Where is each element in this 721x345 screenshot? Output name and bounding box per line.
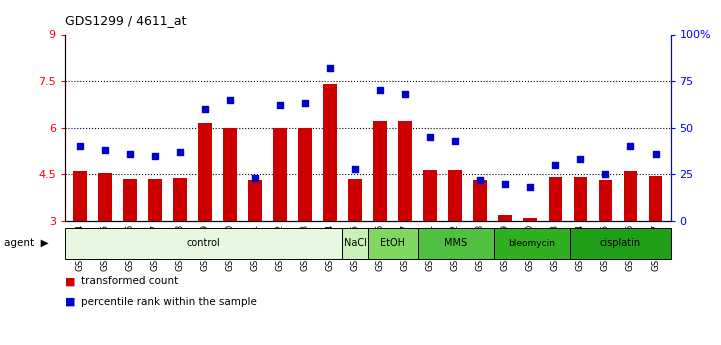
Point xyxy=(474,177,486,183)
Point xyxy=(324,65,336,71)
Point xyxy=(624,144,636,149)
Text: transformed count: transformed count xyxy=(81,276,178,286)
Point xyxy=(500,181,511,186)
Point xyxy=(650,151,661,157)
Bar xyxy=(549,177,562,314)
Point xyxy=(600,171,611,177)
Point xyxy=(199,106,211,112)
Text: ■: ■ xyxy=(65,276,79,286)
Bar xyxy=(498,215,512,314)
Bar xyxy=(448,169,462,314)
Bar xyxy=(348,179,362,314)
Point xyxy=(575,157,586,162)
Bar xyxy=(123,179,137,314)
Text: NaCl: NaCl xyxy=(344,238,366,248)
Point xyxy=(224,97,236,102)
Bar xyxy=(494,228,570,259)
Text: EtOH: EtOH xyxy=(381,238,405,248)
Point xyxy=(124,151,136,157)
Point xyxy=(174,149,186,155)
Text: ■: ■ xyxy=(65,297,79,307)
Point xyxy=(525,185,536,190)
Bar xyxy=(624,171,637,314)
Point xyxy=(374,88,386,93)
Text: GDS1299 / 4611_at: GDS1299 / 4611_at xyxy=(65,14,187,27)
Text: control: control xyxy=(187,238,221,248)
Point xyxy=(74,144,86,149)
Point xyxy=(299,101,311,106)
Point xyxy=(149,153,161,158)
Bar xyxy=(573,177,588,314)
Point xyxy=(399,91,411,97)
Bar xyxy=(148,179,162,314)
Bar xyxy=(368,228,418,259)
Point xyxy=(549,162,561,168)
Bar xyxy=(399,121,412,314)
Bar xyxy=(73,171,87,314)
Bar xyxy=(649,176,663,314)
Point xyxy=(350,166,361,171)
Bar xyxy=(423,169,437,314)
Bar xyxy=(248,180,262,314)
Bar xyxy=(65,228,342,259)
Text: percentile rank within the sample: percentile rank within the sample xyxy=(81,297,257,307)
Bar xyxy=(224,128,237,314)
Point xyxy=(449,138,461,144)
Bar xyxy=(298,128,312,314)
Bar xyxy=(198,123,212,314)
Bar xyxy=(598,180,612,314)
Text: bleomycin: bleomycin xyxy=(508,239,555,248)
Point xyxy=(275,102,286,108)
Bar xyxy=(323,84,337,314)
Point xyxy=(249,175,261,181)
Bar xyxy=(98,173,112,314)
Point xyxy=(425,134,436,140)
Text: MMS: MMS xyxy=(444,238,468,248)
Bar xyxy=(173,178,187,314)
Bar xyxy=(418,228,494,259)
Text: agent  ▶: agent ▶ xyxy=(4,238,48,248)
Bar xyxy=(474,180,487,314)
Bar xyxy=(373,121,387,314)
Bar xyxy=(523,218,537,314)
Text: cisplatin: cisplatin xyxy=(599,238,641,248)
Bar xyxy=(570,228,671,259)
Point xyxy=(99,147,111,153)
Bar xyxy=(273,128,287,314)
Bar xyxy=(342,228,368,259)
